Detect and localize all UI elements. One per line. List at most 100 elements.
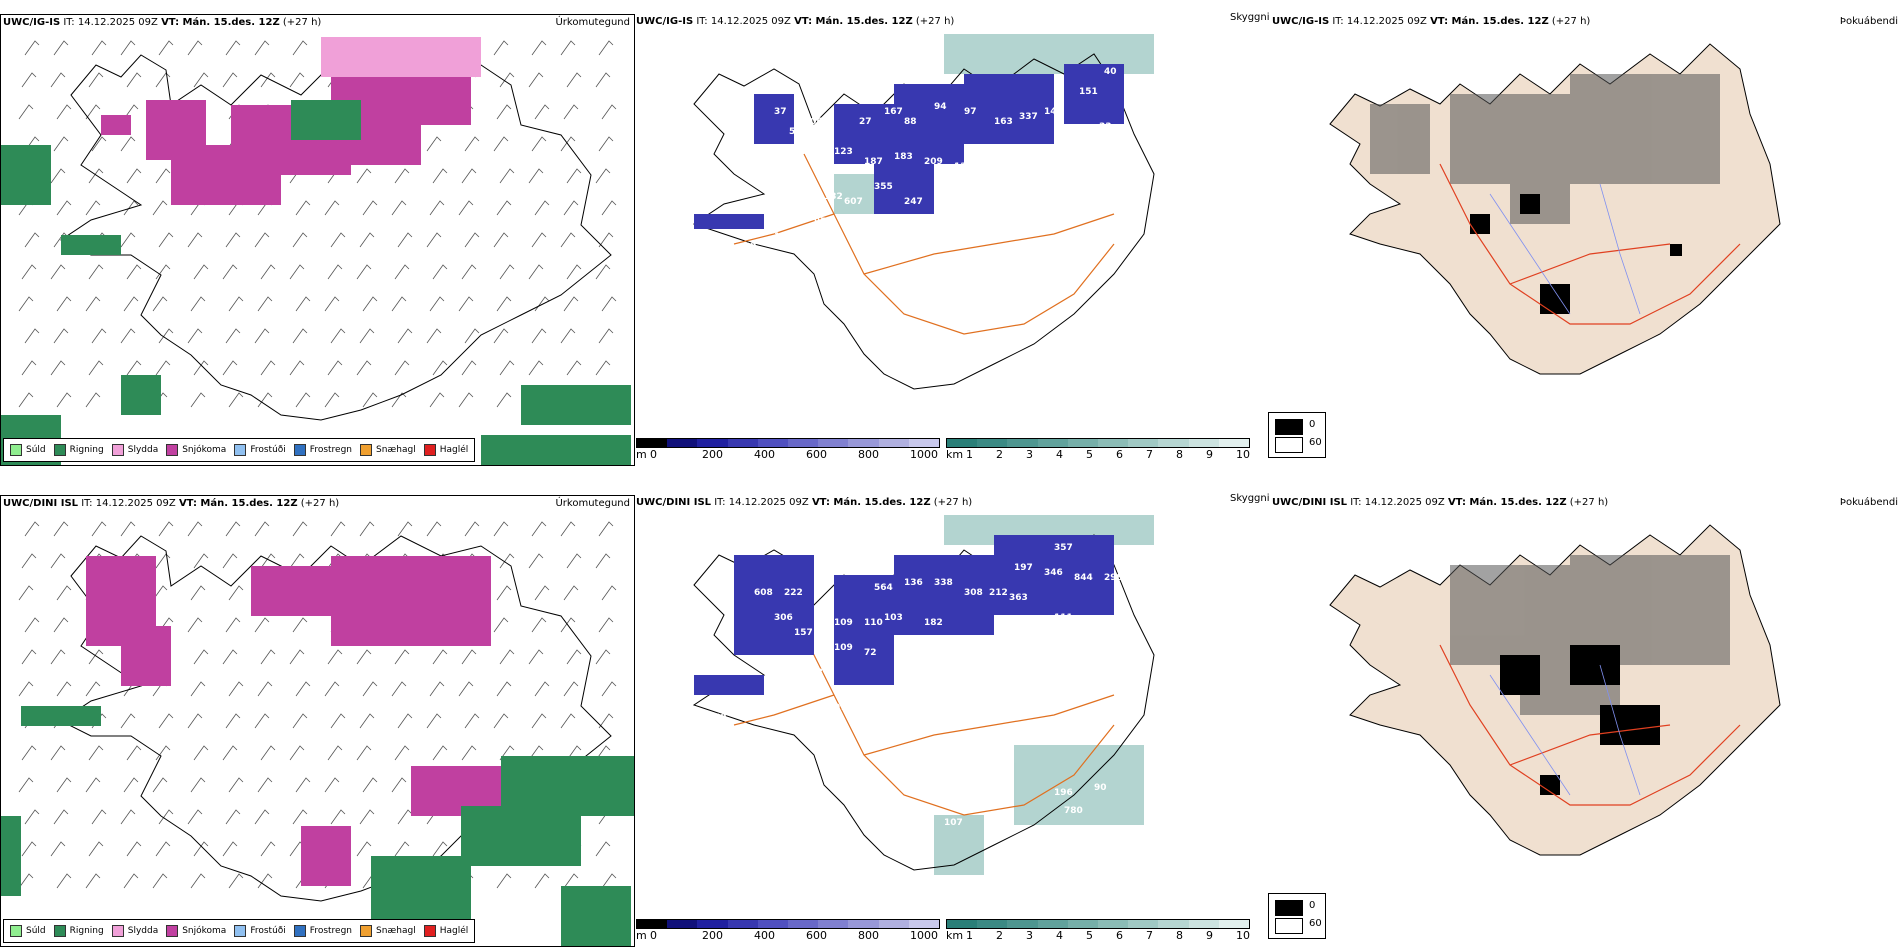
wind-barb (391, 777, 407, 793)
wind-barb (120, 809, 136, 825)
colorbar-segment (947, 439, 978, 447)
wind-barb (295, 200, 311, 216)
cloud-tick-label: 2 (996, 448, 1003, 461)
fog-panel-row1: UWC/IG-IS IT: 14.12.2025 09Z VT: Mán. 15… (1270, 14, 1900, 454)
colorbar-segment (637, 439, 668, 447)
precip-type-panel-row1: UWC/IG-IS IT: 14.12.2025 09Z VT: Mán. 15… (0, 14, 635, 466)
wind-barb (528, 649, 544, 665)
wind-barb (534, 200, 550, 216)
wind-barb (496, 296, 512, 312)
wind-barb (464, 521, 480, 537)
wind-barb (91, 328, 107, 344)
snow-depth-label: 58 (684, 242, 697, 252)
snow-depth-label: 608 (754, 588, 773, 598)
precip-type-legend: Súld Rigning Slydda Snjókoma Frostúði Frostre… (3, 919, 476, 943)
wind-barb (531, 136, 547, 152)
cloud-tick-label: 1 (966, 448, 973, 461)
wind-barb (18, 585, 34, 601)
wind-barb (426, 328, 442, 344)
panel-header: UWC/DINI ISL IT: 14.12.2025 09Z VT: Mán.… (1272, 497, 1609, 508)
snow-depth-label: 91 (714, 237, 727, 247)
wind-barb (254, 713, 270, 729)
snow-depth-label: 163 (994, 117, 1013, 127)
wind-barb (426, 232, 442, 248)
precip-type-map-row1 (1, 37, 631, 465)
wind-barb (123, 200, 139, 216)
wind-barb (228, 873, 244, 889)
snow-depth-label: 97 (814, 217, 827, 227)
wind-barb (493, 232, 509, 248)
snow-depth-label: 132 (824, 192, 843, 202)
snow-depth-label: 338 (934, 578, 953, 588)
colorbar-segment (1098, 439, 1129, 447)
roads (1439, 644, 1741, 806)
wind-barb (601, 585, 617, 601)
precip-legend-label: Slydda (127, 926, 159, 936)
sleet-area (321, 37, 481, 77)
snow-depth-label: 129 (1004, 192, 1023, 202)
wind-barb (190, 585, 206, 601)
wind-barb (260, 264, 276, 280)
wind-barb (56, 585, 72, 601)
snow-depth-label: 564 (874, 583, 893, 593)
wind-barb (126, 841, 142, 857)
wind-barb (531, 617, 547, 633)
wind-barb (126, 264, 142, 280)
cloud-tick-label: 3 (1026, 929, 1033, 942)
wind-barb (391, 392, 407, 408)
colorbar-segment (1218, 920, 1250, 928)
height-tick-label: 1000 (910, 929, 938, 942)
colorbar-segment (908, 439, 940, 447)
colorbar-segment (788, 439, 819, 447)
wind-barb (260, 72, 276, 88)
height-colorbar-ticks: m 0 200 400 600 800 1000 (636, 448, 938, 461)
wind-barb (464, 232, 480, 248)
height-tick-label: 600 (806, 929, 827, 942)
height-colorbar (636, 919, 940, 929)
wind-barb (493, 617, 509, 633)
wind-barb (85, 392, 101, 408)
wind-barb (228, 681, 244, 697)
wind-barb (560, 521, 576, 537)
wind-barb (155, 841, 171, 857)
wind-barb (21, 72, 37, 88)
precip-type-map-row2 (1, 521, 634, 946)
wind-barb (356, 745, 372, 761)
colorbar-segment (667, 439, 698, 447)
wind-barb (595, 360, 611, 376)
snow-depth-label: 104 (894, 818, 913, 828)
wind-barb (187, 328, 203, 344)
wind-barb (432, 649, 448, 665)
wind-barb (228, 585, 244, 601)
rain-areas (1, 706, 634, 946)
snow-depth-label: 844 (1074, 573, 1093, 583)
visibility-product-label: Skyggni (1230, 493, 1270, 504)
precip-legend-item: Snæhagl (360, 444, 416, 456)
wind-barb (391, 200, 407, 216)
wind-barb (193, 841, 209, 857)
snow-depth-label: 357 (1054, 543, 1073, 553)
cloud-tick-label: 8 (1176, 929, 1183, 942)
colorbar-segment (1218, 439, 1250, 447)
wind-barb (499, 264, 515, 280)
snow-depth-label: 308 (964, 588, 983, 598)
snow-depth-label: 110 (984, 197, 1003, 207)
precip-legend-label: Frostúði (250, 445, 286, 455)
wind-barb (158, 328, 174, 344)
wind-barb (292, 521, 308, 537)
wind-barb (295, 392, 311, 408)
wind-barb (528, 264, 544, 280)
wind-barb (493, 713, 509, 729)
wind-barb (324, 777, 340, 793)
wind-barb (566, 649, 582, 665)
wind-barb (18, 296, 34, 312)
colorbar-segment (1067, 920, 1099, 928)
wind-barb (120, 232, 136, 248)
wind-barb (158, 713, 174, 729)
cloud-tick-label: 6 (1116, 448, 1123, 461)
precip-legend-item: Haglél (423, 444, 468, 456)
fog-map-row1 (1329, 43, 1781, 375)
wind-barb (292, 617, 308, 633)
wind-barb (327, 264, 343, 280)
wind-barb (426, 136, 442, 152)
